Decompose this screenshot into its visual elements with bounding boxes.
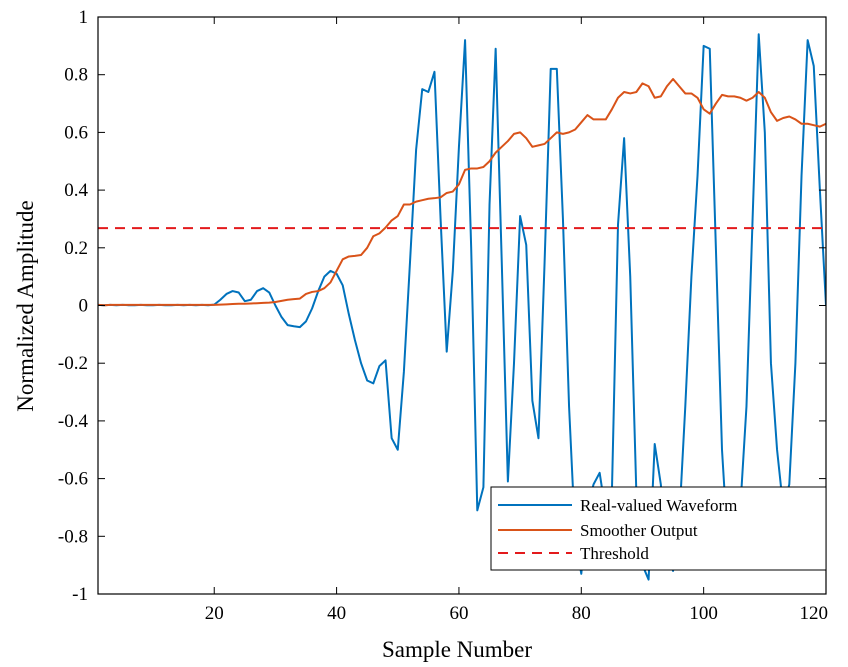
legend-label-waveform: Real-valued Waveform: [580, 496, 737, 515]
y-tick-label: -0.8: [58, 526, 88, 547]
y-tick-label: 0.2: [64, 238, 88, 259]
y-tick-label: 0.6: [64, 122, 88, 143]
legend-box: [490, 486, 827, 571]
x-tick-label: 40: [327, 603, 346, 624]
legend: Real-valued Waveform Smoother Output Thr…: [490, 486, 827, 571]
x-tick-label: 120: [800, 603, 829, 624]
legend-label-threshold: Threshold: [580, 544, 649, 563]
y-tick-label: -0.6: [58, 469, 88, 490]
y-tick-label: 0: [79, 296, 89, 317]
x-axis-ticks: 20 40 60 80 100 120: [205, 17, 828, 624]
x-tick-label: 80: [572, 603, 591, 624]
x-tick-label: 100: [689, 603, 718, 624]
x-tick-label: 60: [449, 603, 468, 624]
y-tick-label: 1: [79, 7, 89, 28]
x-axis-label: Sample Number: [382, 637, 532, 662]
y-tick-label: -1: [72, 584, 88, 605]
series-line-real-valued-waveform: [98, 33, 826, 581]
y-tick-label: 0.4: [64, 180, 88, 201]
legend-label-smoother: Smoother Output: [580, 521, 698, 540]
y-tick-label: -0.2: [58, 353, 88, 374]
y-tick-label: -0.4: [58, 411, 89, 432]
y-axis-ticks: -1 -0.8 -0.6 -0.4 -0.2 0 0.2 0.4 0.6 0.8 1: [58, 7, 826, 605]
x-tick-label: 20: [205, 603, 224, 624]
y-axis-label: Normalized Amplitude: [13, 200, 38, 411]
series-line-smoother-output: [98, 78, 826, 307]
y-tick-label: 0.8: [64, 65, 88, 86]
